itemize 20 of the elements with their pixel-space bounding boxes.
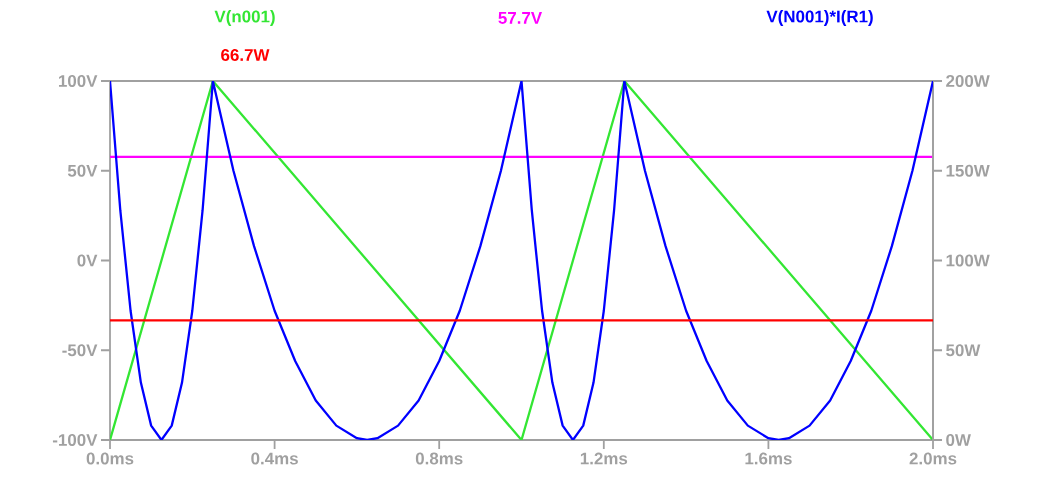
- x-tick-label: 1.6ms: [745, 452, 792, 465]
- y-tick-label: -50V: [62, 344, 98, 357]
- text: V(N001)*I(R1): [766, 10, 873, 26]
- y-tick-label: 50V: [67, 164, 98, 177]
- ref-line-label: 57.7V: [498, 12, 543, 24]
- x-tick-label: 0.4ms: [251, 452, 298, 465]
- x-tick-label: 0.8ms: [415, 452, 463, 465]
- y2-tick-label: 200W: [946, 75, 990, 87]
- ref-line-label: 66.7W: [221, 49, 270, 61]
- y2-tick-label: 50W: [946, 344, 981, 357]
- text: V(n001): [214, 10, 275, 26]
- y-tick-label: 0V: [77, 254, 98, 267]
- x-tick-label: 0.0ms: [86, 452, 134, 465]
- y-tick-label: 100V: [58, 75, 98, 87]
- y2-tick-label: 0W: [946, 434, 971, 446]
- x-tick-label: 1.2ms: [580, 452, 628, 465]
- y2-tick-label: 150W: [946, 164, 990, 177]
- y2-tick-label: 100W: [946, 254, 990, 267]
- x-tick-label: 2.0ms: [909, 452, 957, 465]
- y-tick-label: -100V: [52, 434, 98, 446]
